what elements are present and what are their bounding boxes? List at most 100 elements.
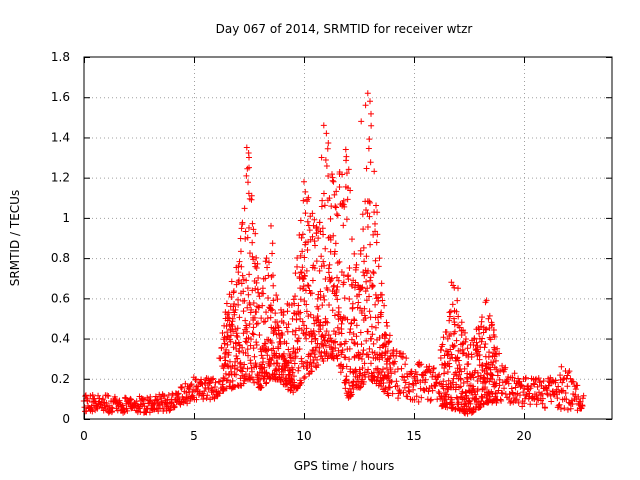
data-point — [126, 400, 133, 407]
data-point — [539, 400, 546, 407]
data-point — [342, 338, 349, 345]
data-point — [240, 380, 247, 387]
data-point — [330, 348, 337, 355]
data-point — [347, 187, 354, 194]
data-point — [350, 386, 357, 393]
data-point — [289, 328, 296, 335]
data-point — [368, 335, 375, 342]
data-point — [318, 154, 325, 161]
data-point — [352, 266, 359, 273]
data-point — [344, 316, 351, 323]
data-point — [299, 231, 306, 238]
data-point — [540, 377, 547, 384]
data-point — [386, 332, 393, 339]
data-point — [267, 314, 274, 321]
data-point — [413, 380, 420, 387]
data-point — [323, 342, 330, 349]
data-point — [237, 382, 244, 389]
data-point — [238, 280, 245, 287]
data-point — [447, 313, 454, 320]
data-point — [269, 240, 276, 247]
data-point — [95, 392, 102, 399]
data-point — [388, 378, 395, 385]
data-point — [534, 383, 541, 390]
data-point — [418, 394, 425, 401]
data-point — [329, 171, 336, 178]
data-point — [521, 385, 528, 392]
data-point — [249, 376, 256, 383]
data-point — [232, 358, 239, 365]
data-point — [224, 333, 231, 340]
data-point — [530, 380, 537, 387]
data-point — [329, 174, 336, 181]
data-point — [246, 321, 253, 328]
data-point — [456, 362, 463, 369]
data-point — [358, 118, 365, 125]
data-point — [314, 295, 321, 302]
data-point — [339, 347, 346, 354]
data-point — [229, 377, 236, 384]
data-point — [325, 331, 332, 338]
data-point — [193, 396, 200, 403]
data-point — [89, 391, 96, 398]
data-point — [254, 320, 261, 327]
data-point — [384, 347, 391, 354]
data-point — [286, 351, 293, 358]
x-tick-label: 10 — [296, 429, 311, 443]
data-point — [387, 377, 394, 384]
data-point — [253, 309, 260, 316]
data-point — [231, 309, 238, 316]
data-point — [338, 268, 345, 275]
data-point — [250, 345, 257, 352]
data-point — [333, 289, 340, 296]
data-point — [297, 380, 304, 387]
data-point — [291, 379, 298, 386]
data-point — [250, 256, 257, 263]
data-point — [320, 358, 327, 365]
data-point — [435, 373, 442, 380]
data-point — [457, 383, 464, 390]
data-point — [455, 285, 461, 292]
data-point — [338, 320, 345, 327]
data-point — [147, 393, 154, 400]
data-point — [303, 308, 310, 315]
data-point — [557, 406, 564, 413]
data-point — [502, 364, 509, 371]
data-point — [427, 397, 434, 404]
data-point — [260, 319, 267, 326]
data-point — [515, 399, 522, 406]
data-point — [402, 379, 409, 386]
data-point — [498, 397, 505, 404]
data-point — [258, 384, 265, 391]
data-point — [275, 343, 282, 350]
data-point — [458, 319, 465, 326]
data-point — [370, 282, 377, 289]
data-point — [389, 390, 396, 397]
data-point — [527, 401, 534, 408]
data-point — [317, 288, 324, 295]
data-point — [356, 291, 363, 298]
data-point — [454, 297, 461, 304]
data-point — [378, 368, 385, 375]
x-tick-label: 20 — [516, 429, 531, 443]
data-point — [274, 319, 281, 326]
data-point — [291, 300, 298, 307]
data-point — [446, 317, 453, 324]
data-point — [326, 301, 333, 308]
data-point — [413, 371, 420, 378]
data-point — [474, 342, 481, 349]
data-point — [309, 210, 316, 217]
data-point — [497, 396, 504, 403]
data-point — [317, 228, 324, 235]
data-point — [336, 171, 343, 178]
data-point — [241, 205, 248, 212]
data-point — [221, 340, 228, 347]
data-point — [239, 344, 246, 351]
data-point — [494, 345, 501, 352]
data-point — [331, 248, 338, 255]
data-point — [357, 247, 364, 254]
data-point — [289, 369, 296, 376]
data-point — [96, 395, 103, 402]
data-point — [395, 395, 402, 402]
data-point — [535, 396, 542, 403]
